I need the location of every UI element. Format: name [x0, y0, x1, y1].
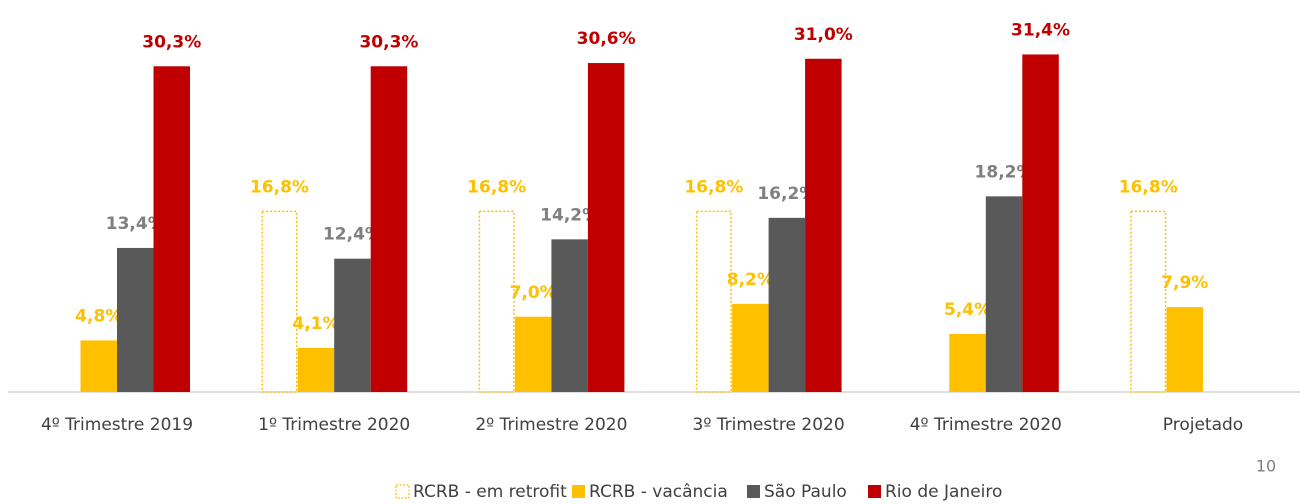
value-label: 31,0% [794, 25, 853, 45]
x-tick-label: Projetado [1163, 415, 1243, 435]
value-label: 16,8% [684, 177, 743, 197]
value-label: 12,4% [323, 225, 382, 245]
value-label: 16,8% [250, 177, 309, 197]
value-label: 7,0% [510, 283, 557, 303]
value-label: 30,3% [359, 32, 418, 52]
value-label: 4,8% [75, 306, 122, 326]
value-label: 5,4% [944, 300, 991, 320]
value-label: 31,4% [1011, 20, 1070, 40]
bar [478, 210, 515, 393]
value-label: 16,2% [757, 184, 816, 204]
x-tick-label: 3º Trimestre 2020 [693, 415, 845, 435]
value-label: 4,1% [292, 314, 339, 334]
legend-swatch [572, 485, 585, 498]
bar [514, 316, 552, 392]
bar [1130, 210, 1167, 393]
bar [695, 210, 732, 393]
bar [1166, 307, 1203, 392]
x-tick-label: 4º Trimestre 2020 [910, 415, 1062, 435]
bar [153, 66, 190, 393]
legend-label: São Paulo [764, 482, 847, 502]
value-label: 18,2% [975, 162, 1034, 182]
legend-label: RCRB - vacância [589, 482, 728, 502]
bar [587, 63, 625, 393]
value-label: 8,2% [727, 270, 774, 290]
legend-label: RCRB - em retrofit [413, 482, 567, 502]
bar [805, 58, 842, 392]
value-label: 14,2% [540, 205, 599, 225]
bar [370, 66, 408, 393]
legend-swatch [395, 484, 410, 499]
bar [768, 217, 806, 392]
bar [551, 239, 588, 392]
value-label: 30,3% [142, 32, 201, 52]
x-tick-label: 4º Trimestre 2019 [41, 415, 193, 435]
bar [117, 247, 154, 392]
value-label: 16,8% [467, 177, 526, 197]
bar [1022, 54, 1059, 392]
value-label: 7,9% [1161, 273, 1208, 293]
bar [334, 258, 371, 392]
bar [297, 347, 335, 392]
bar [949, 333, 986, 392]
legend-swatch [747, 485, 760, 498]
bar [985, 196, 1023, 392]
value-label: 13,4% [106, 214, 165, 234]
legend-swatch [868, 485, 881, 498]
page-number: 10 [1256, 457, 1276, 476]
bar [732, 303, 769, 392]
x-tick-label: 2º Trimestre 2020 [475, 415, 627, 435]
value-label: 16,8% [1119, 177, 1178, 197]
bar [261, 210, 298, 393]
x-tick-label: 1º Trimestre 2020 [258, 415, 410, 435]
value-label: 30,6% [577, 29, 636, 49]
legend-label: Rio de Janeiro [885, 482, 1002, 502]
bar [80, 340, 117, 392]
